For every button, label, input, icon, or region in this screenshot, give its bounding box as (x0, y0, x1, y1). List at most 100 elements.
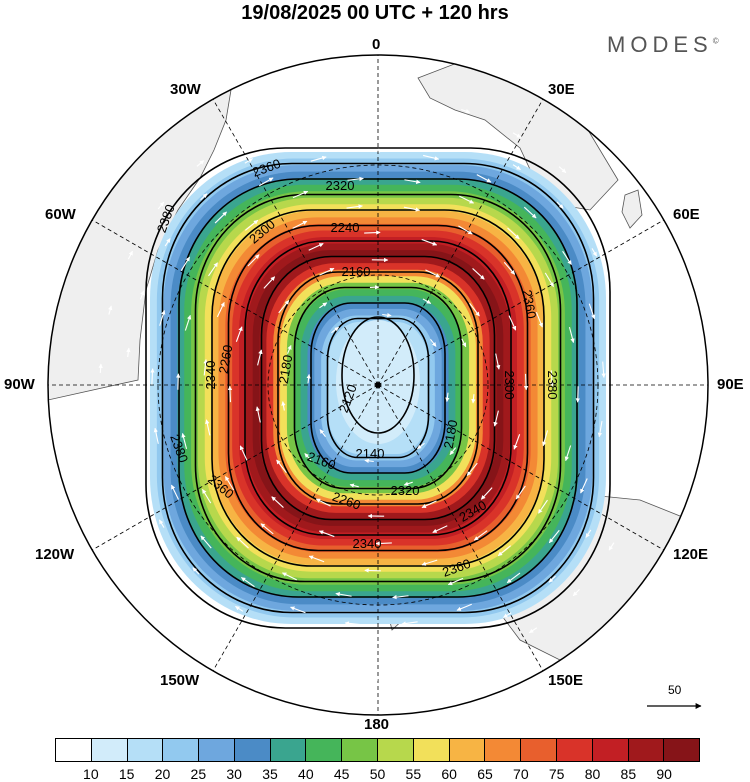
wind-vector (294, 105, 304, 111)
wind-vector (292, 220, 308, 229)
wind-vector (281, 401, 286, 411)
wind-vector (258, 177, 274, 187)
landmass-madagascar (621, 189, 643, 229)
colorbar-tick-label: 25 (190, 766, 207, 782)
colorbar-tick-label: 50 (369, 766, 386, 782)
lon-label-150w: 150W (160, 672, 200, 689)
wind-vector (349, 94, 360, 100)
colorbar-swatch (234, 739, 271, 761)
wind-vector (403, 206, 421, 212)
wind-vector (548, 575, 556, 583)
colorbar-swatch (521, 739, 557, 761)
wind-vector (315, 498, 331, 507)
wind-vector (287, 344, 292, 354)
meridian-line (377, 384, 544, 671)
wind-vector (308, 243, 324, 251)
wind-vector (627, 259, 632, 269)
wind-vector (572, 588, 580, 597)
wind-vector (211, 621, 220, 628)
wind-vector (364, 458, 374, 464)
wind-vector (349, 483, 359, 488)
meridian-line (212, 99, 379, 386)
wind-vector (480, 487, 493, 500)
colorbar-swatch (664, 739, 700, 761)
wind-vector (153, 427, 159, 444)
lon-label-0: 0 (372, 36, 381, 53)
meridian-line (92, 384, 379, 551)
height-contour (194, 193, 562, 583)
colorbar-tick-label: 90 (656, 766, 672, 782)
map-body: 2120214021602160218021802240226022602300… (48, 55, 708, 715)
lon-label-90e: 90E (717, 376, 744, 393)
height-contour (244, 240, 512, 536)
contour-label: 2240 (331, 220, 360, 235)
wind-vector (461, 338, 467, 348)
wind-vector (200, 535, 212, 549)
contour-label: 2300 (502, 371, 517, 400)
wind-vector (310, 155, 327, 162)
geopotential-contours (145, 147, 611, 629)
wind-vector (478, 655, 488, 661)
wind-vectors (98, 94, 659, 683)
wind-vector (472, 268, 485, 280)
colorbar-tick-label: 55 (405, 766, 422, 782)
height-contour (145, 147, 611, 629)
wind-vector (136, 534, 143, 543)
wind-vector (549, 370, 555, 387)
colorbar-swatch (127, 739, 164, 761)
wind-vector (601, 361, 606, 378)
colorbar-tick-label: 35 (262, 766, 278, 782)
colorbar-swatch (628, 739, 665, 761)
height-contour (178, 178, 578, 598)
lon-label-60w: 60W (45, 206, 76, 223)
colorbar-swatch (199, 739, 235, 761)
wind-vector (473, 530, 488, 541)
wind-vector (347, 176, 364, 182)
colorbar-swatch (56, 739, 92, 761)
wind-vector (558, 166, 567, 174)
wind-vector (98, 363, 103, 373)
wind-vector (458, 225, 473, 235)
colorbar-swatch (413, 739, 450, 761)
wind-vector (507, 227, 520, 240)
wind-vector (503, 612, 512, 618)
colorbar-swatch (342, 739, 379, 761)
wind-vector (611, 476, 617, 486)
wind-vector (350, 122, 361, 127)
wind-vector (626, 359, 632, 370)
lon-label-30e: 30E (548, 81, 575, 98)
wind-vector (404, 179, 421, 184)
wind-vector (208, 262, 218, 277)
wind-vector (564, 445, 572, 462)
meridian-line (377, 384, 664, 551)
wind-vector (257, 349, 263, 366)
wind-vector (432, 525, 448, 533)
wind-vector (506, 572, 521, 584)
reference-vector-label: 50 (668, 683, 682, 697)
wind-vector (512, 164, 521, 171)
wind-vector (535, 312, 543, 328)
wind-vector (196, 160, 205, 167)
wind-vector (497, 545, 511, 557)
wind-vector (556, 201, 564, 209)
wind-vector (591, 248, 598, 257)
wind-vector (236, 536, 249, 549)
wind-vector (205, 419, 211, 436)
wind-vector (203, 359, 208, 376)
meridian-line (377, 219, 664, 386)
wind-vector (493, 410, 499, 427)
wind-vector (424, 672, 435, 678)
wind-vector (544, 272, 554, 287)
colorbar-swatch (485, 739, 522, 761)
wind-vector (169, 581, 177, 590)
colorbar-swatch (449, 739, 486, 761)
copyright-mark: © (712, 36, 719, 46)
wind-vector (276, 459, 287, 474)
wind-vector (260, 523, 274, 535)
wind-vector (407, 123, 417, 129)
south-pole-marker (375, 382, 381, 388)
polar-map: 2120214021602160218021802240226022602300… (47, 54, 709, 716)
colorbar-tick-label: 40 (298, 766, 314, 782)
wind-vector (625, 418, 630, 429)
contour-label: 2260 (216, 344, 236, 375)
